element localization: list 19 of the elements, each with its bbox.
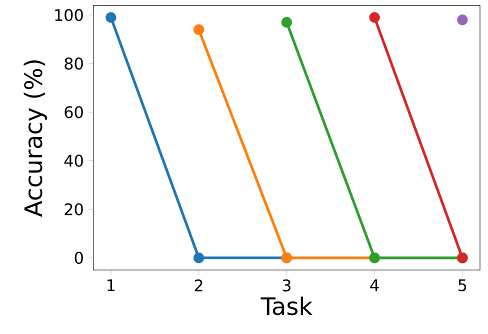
- y-tick-label: 100: [55, 8, 83, 22]
- point: [193, 24, 204, 35]
- y-axis-title: Accuracy (%): [24, 60, 47, 217]
- y-tick-label: 60: [64, 106, 83, 118]
- x-axis-title: Task: [260, 296, 313, 316]
- x-tick-label: 3: [282, 279, 290, 292]
- point: [369, 12, 380, 23]
- y-tick-label: 20: [64, 203, 83, 216]
- y-tick-label: 0: [74, 252, 83, 264]
- x-tick-label: 5: [458, 279, 466, 292]
- point: [193, 252, 204, 264]
- x-tick-label: 2: [194, 279, 202, 292]
- point: [281, 16, 292, 28]
- point: [457, 14, 468, 26]
- y-tick-label: 80: [64, 58, 83, 70]
- point: [106, 12, 116, 23]
- x-tick-label: 4: [370, 279, 379, 292]
- y-tick-label: 40: [64, 154, 83, 167]
- x-tick-label: 1: [108, 279, 115, 292]
